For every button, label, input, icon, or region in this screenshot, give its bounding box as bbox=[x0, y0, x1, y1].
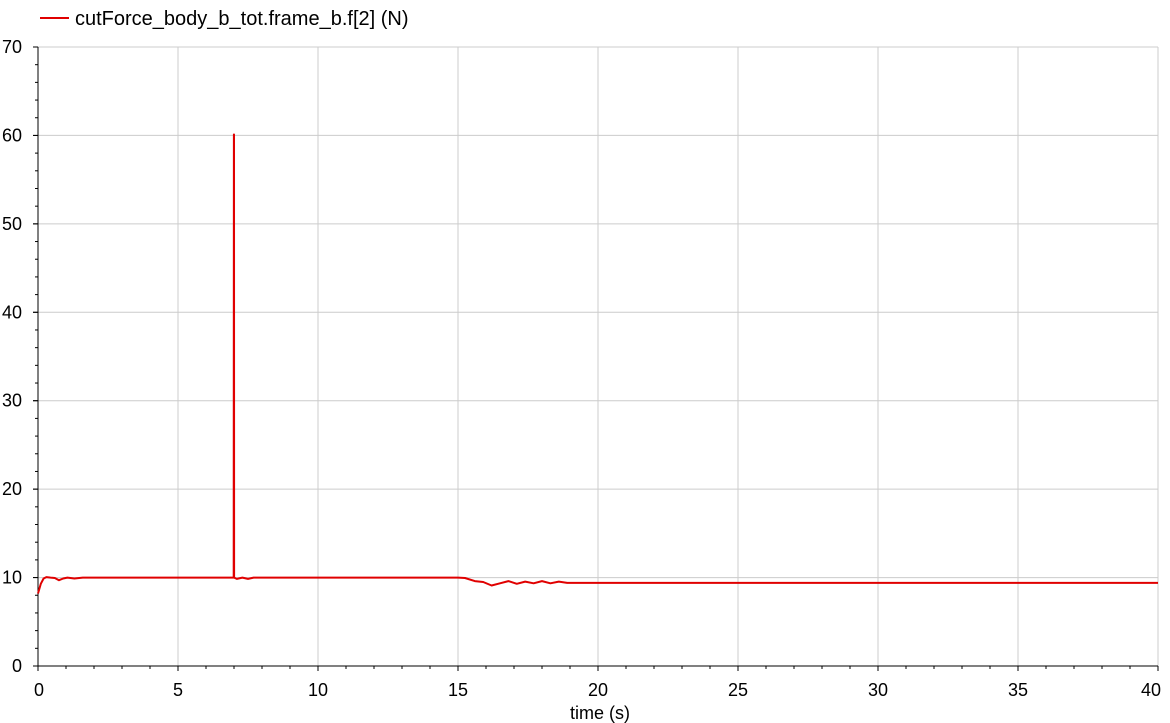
minor-ticks bbox=[33, 46, 1159, 671]
grid bbox=[37, 46, 1159, 667]
y-tick-labels: 0 10 20 30 40 50 60 70 bbox=[2, 37, 22, 676]
x-tick-label: 30 bbox=[868, 680, 888, 700]
y-tick-label: 60 bbox=[2, 125, 22, 145]
x-axis-title: time (s) bbox=[570, 703, 630, 723]
x-tick-label: 20 bbox=[588, 680, 608, 700]
y-tick-label: 50 bbox=[2, 214, 22, 234]
y-tick-label: 30 bbox=[2, 391, 22, 411]
legend[interactable]: cutForce_body_b_tot.frame_b.f[2] (N) bbox=[40, 8, 409, 30]
y-tick-label: 10 bbox=[2, 568, 22, 588]
legend-label: cutForce_body_b_tot.frame_b.f[2] (N) bbox=[75, 8, 409, 30]
series-layer bbox=[37, 133, 1158, 594]
x-tick-label: 25 bbox=[728, 680, 748, 700]
y-tick-label: 20 bbox=[2, 479, 22, 499]
x-tick-label: 5 bbox=[173, 680, 183, 700]
x-tick-label: 0 bbox=[34, 680, 44, 700]
series-line-0 bbox=[37, 133, 1158, 594]
x-tick-labels: 0 5 10 15 20 25 30 35 40 bbox=[34, 680, 1161, 700]
x-tick-label: 15 bbox=[448, 680, 468, 700]
y-tick-label: 40 bbox=[2, 302, 22, 322]
x-tick-label: 35 bbox=[1008, 680, 1028, 700]
x-tick-label: 40 bbox=[1141, 680, 1161, 700]
x-tick-label: 10 bbox=[308, 680, 328, 700]
y-tick-label: 70 bbox=[2, 37, 22, 57]
y-tick-label: 0 bbox=[12, 656, 22, 676]
